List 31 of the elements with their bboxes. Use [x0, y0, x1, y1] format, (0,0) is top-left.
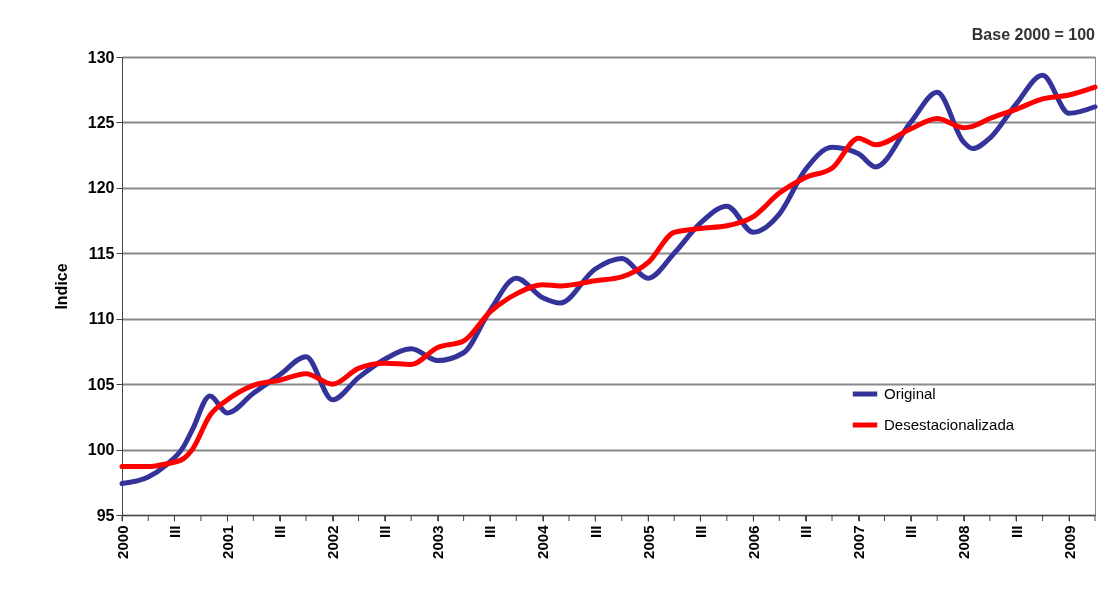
- y-tick-label: 125: [87, 113, 115, 131]
- y-axis-title: Indice: [52, 263, 70, 310]
- x-tick-label: 2009: [1060, 525, 1078, 559]
- y-tick-label: 120: [87, 179, 115, 197]
- x-tick-label: III: [586, 525, 604, 539]
- y-tick-label: 95: [96, 506, 115, 524]
- x-tick-label: 2002: [324, 525, 342, 559]
- legend-label: Original: [884, 385, 936, 402]
- x-tick-label: III: [376, 525, 394, 539]
- x-tick-label: III: [691, 525, 709, 539]
- legend-label: Desestacionalizada: [884, 416, 1015, 433]
- x-tick-label: 2007: [850, 525, 868, 559]
- x-tick-label: 2004: [534, 524, 552, 559]
- x-tick-label: 2000: [113, 525, 131, 559]
- x-tick-label: III: [481, 525, 499, 539]
- x-tick-label: III: [271, 525, 289, 539]
- x-tick-label: III: [165, 525, 183, 539]
- y-tick-label: 130: [87, 48, 115, 66]
- x-tick-label: 2008: [955, 525, 973, 559]
- x-tick-label: 2006: [744, 525, 762, 559]
- x-tick-label: 2005: [639, 525, 657, 559]
- y-tick-label: 100: [87, 441, 115, 459]
- x-tick-label: III: [797, 525, 815, 539]
- y-tick-label: 115: [88, 244, 115, 262]
- x-tick-label: III: [1007, 525, 1025, 539]
- x-tick-label: 2001: [218, 525, 236, 559]
- text: Base 2000 = 100: [971, 26, 1096, 43]
- x-tick-label: 2003: [429, 525, 447, 559]
- x-tick-label: III: [902, 525, 920, 539]
- y-tick-label: 105: [87, 375, 115, 393]
- y-tick-label: 110: [88, 310, 115, 328]
